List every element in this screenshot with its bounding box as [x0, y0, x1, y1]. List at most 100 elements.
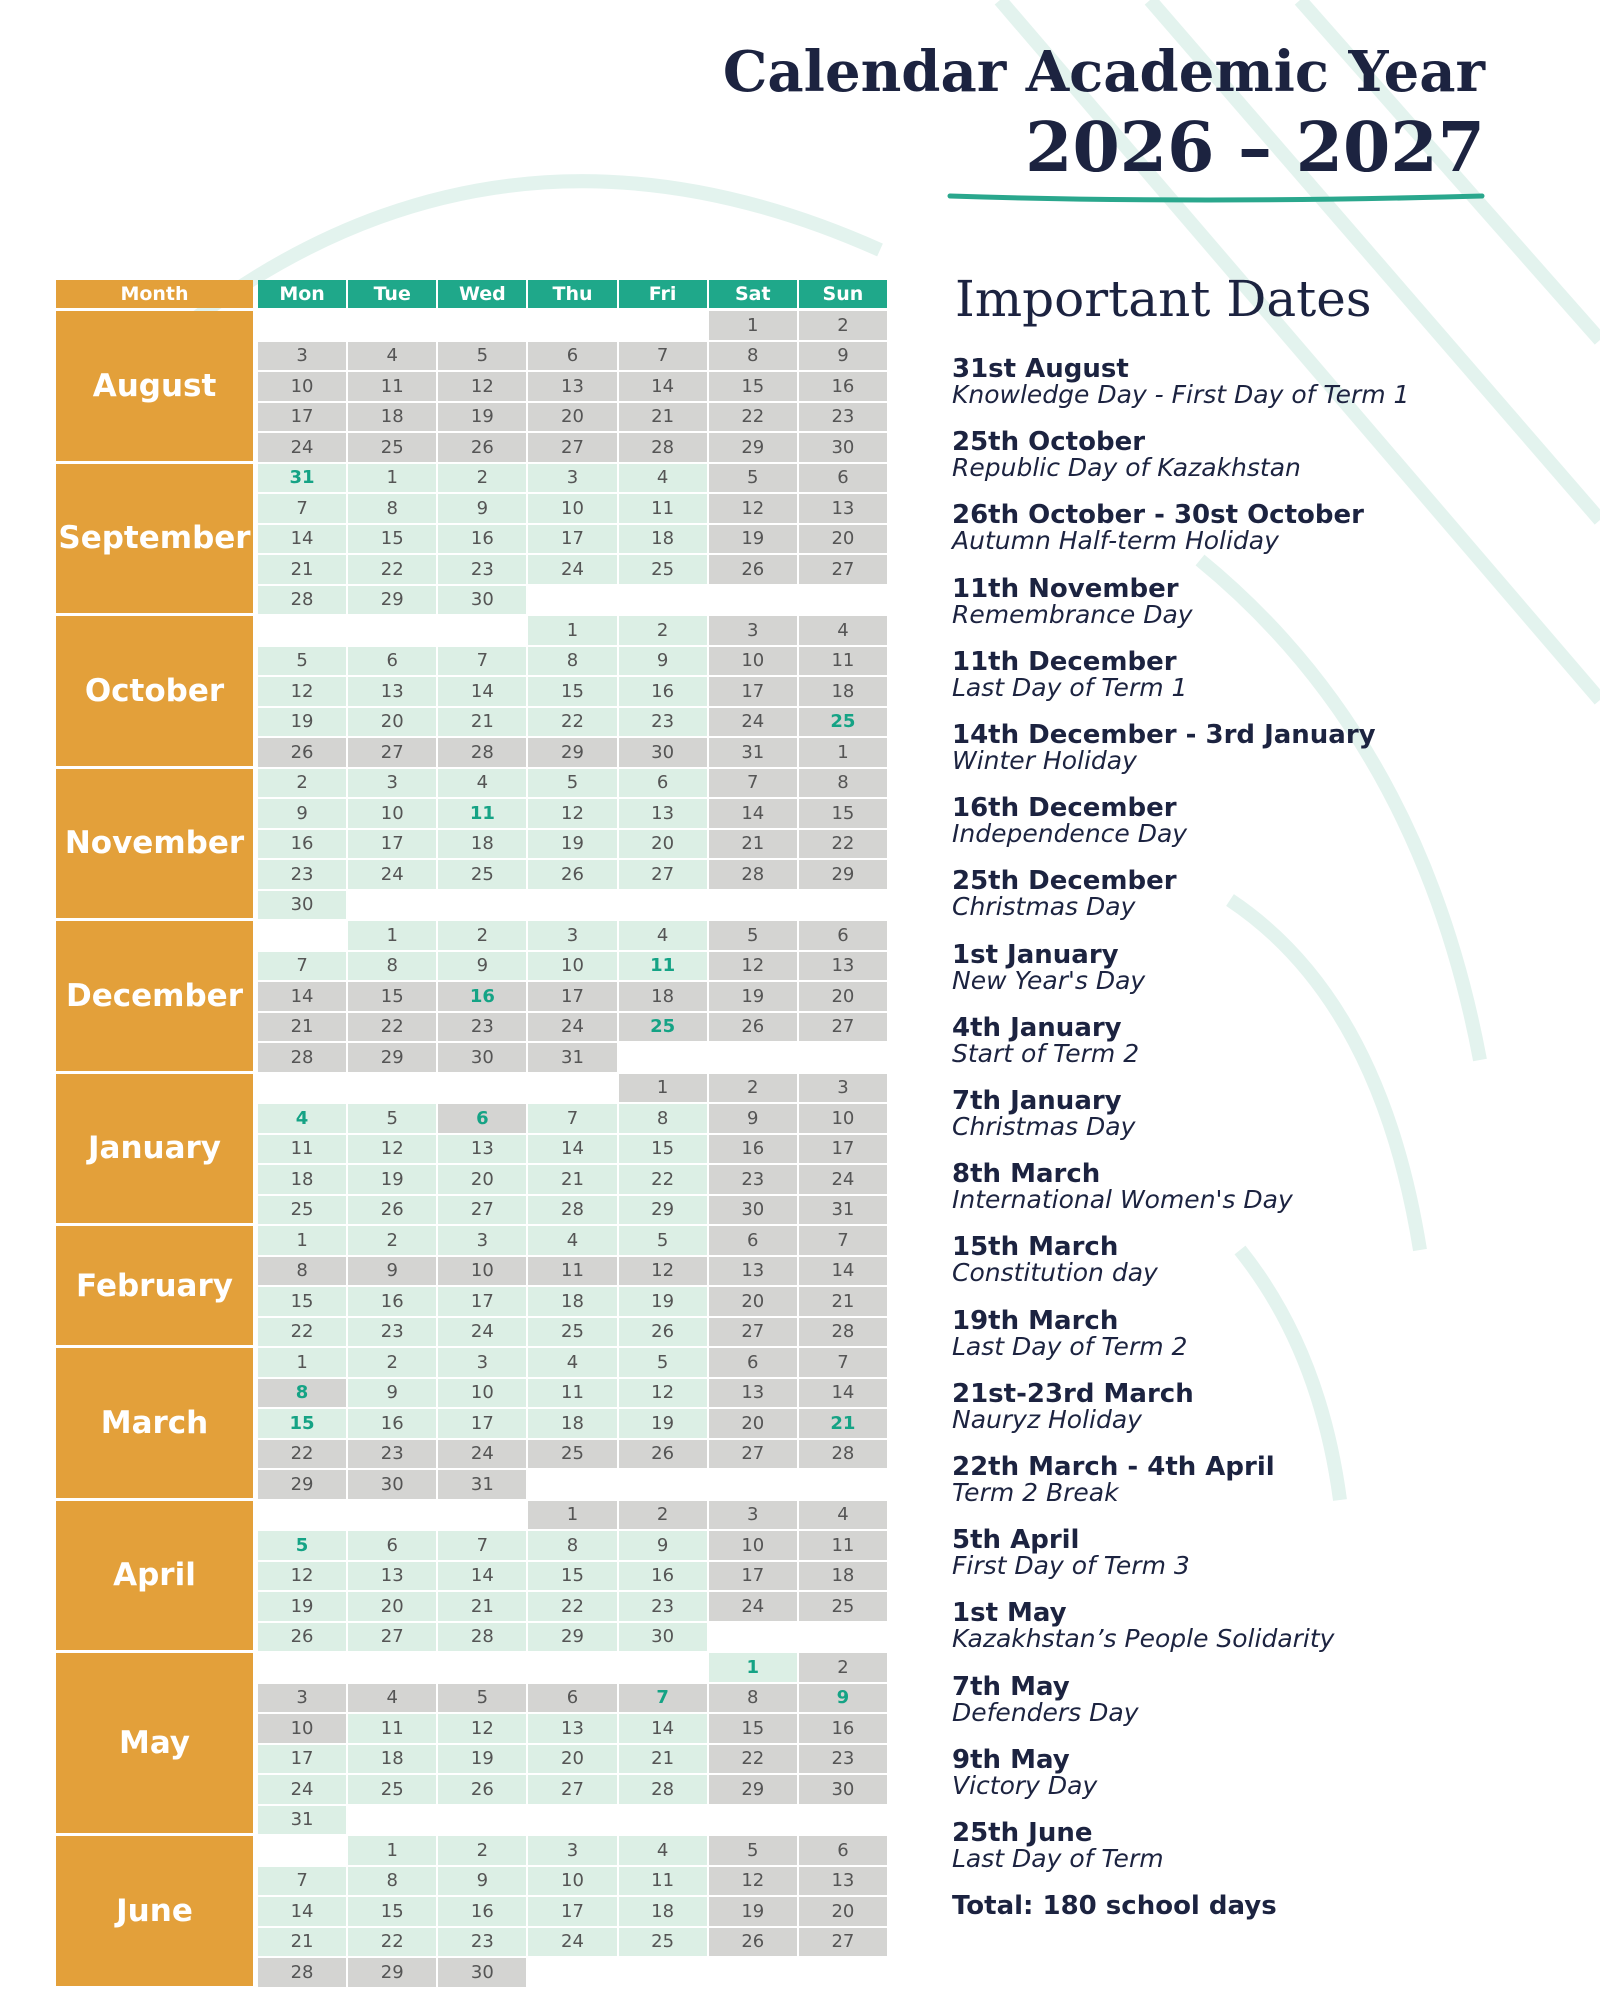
day-cell: 4 — [348, 1683, 437, 1712]
dates-heading: Important Dates — [955, 270, 1372, 328]
day-cell: 22 — [348, 1012, 437, 1041]
day-cell: 25 — [258, 1195, 347, 1224]
day-cell: 5 — [618, 1348, 707, 1377]
day-cell: 2 — [798, 311, 887, 340]
day-cell: 25 — [528, 1317, 617, 1346]
day-cell: 4 — [348, 341, 437, 370]
day-cell: 3 — [798, 1073, 887, 1102]
day-cell: 15 — [258, 1287, 347, 1316]
day-cell: 16 — [618, 1561, 707, 1590]
day-cell: 1 — [798, 738, 887, 767]
day-cell: 6 — [348, 646, 437, 675]
day-cell: 18 — [798, 677, 887, 706]
day-cell: 14 — [528, 1134, 617, 1163]
date: 25th October — [952, 427, 1146, 458]
day-cell: 24 — [258, 433, 347, 462]
day-cell: 9 — [438, 1866, 527, 1895]
day-cell: 10 — [258, 372, 347, 401]
day-cell: 8 — [258, 1256, 347, 1285]
day-cell: 23 — [618, 707, 707, 736]
day-cell: 18 — [348, 1744, 437, 1773]
day-cell: 21 — [438, 707, 527, 736]
description: International Women's Day — [952, 1185, 1293, 1215]
day-cell: 22 — [708, 402, 797, 431]
day-cell: 2 — [258, 768, 347, 797]
day-cell: 24 — [528, 1927, 617, 1956]
day-cell: 20 — [708, 1287, 797, 1316]
day-cell: 27 — [798, 1927, 887, 1956]
description: Start of Term 2 — [952, 1038, 1140, 1068]
day-cell: 11 — [618, 494, 707, 523]
day-cell: 23 — [798, 402, 887, 431]
day-cell: 9 — [618, 1531, 707, 1560]
day-cell: 13 — [348, 677, 437, 706]
day-cell: 30 — [798, 433, 887, 462]
day-cell: 23 — [348, 1439, 437, 1468]
day-cell: 13 — [438, 1134, 527, 1163]
day-cell: 22 — [708, 1744, 797, 1773]
day-cell: 27 — [798, 1012, 887, 1041]
day-cell: 9 — [708, 1104, 797, 1133]
day-cell: 2 — [438, 463, 527, 492]
day-cell: 13 — [708, 1256, 797, 1285]
day-cell: 28 — [258, 1043, 347, 1072]
date-entry: 15th March Constitution day — [952, 1234, 1158, 1286]
day-cell: 26 — [618, 1439, 707, 1468]
day-cell: 26 — [708, 1012, 797, 1041]
day-cell: 4 — [798, 616, 887, 645]
day-cell: 31 — [258, 1805, 347, 1834]
day-cell: 6 — [798, 463, 887, 492]
day-cell: 11 — [798, 1531, 887, 1560]
day-cell: 11 — [798, 646, 887, 675]
day-cell: 6 — [348, 1531, 437, 1560]
day-cell: 6 — [528, 1683, 617, 1712]
day-cell: 18 — [348, 402, 437, 431]
description: Term 2 Break — [952, 1478, 1119, 1507]
description: Defenders Day — [952, 1697, 1139, 1727]
day-cell: 8 — [258, 1378, 347, 1407]
day-cell: 7 — [798, 1348, 887, 1377]
date-entry: 4th January Start of Term 2 — [952, 1015, 1139, 1067]
day-cell: 26 — [348, 1195, 437, 1224]
day-cell: 20 — [798, 524, 887, 553]
day-cell: 31 — [528, 1043, 617, 1072]
description: New Year's Day — [952, 965, 1146, 995]
day-cell: 29 — [348, 1043, 437, 1072]
day-cell: 30 — [618, 1622, 707, 1651]
day-cell: 21 — [258, 1927, 347, 1956]
day-cell: 15 — [528, 1561, 617, 1590]
date-entry: 9th May Victory Day — [952, 1747, 1097, 1799]
day-cell: 21 — [258, 1012, 347, 1041]
day-cell: 4 — [618, 1836, 707, 1865]
description: First Day of Term 3 — [952, 1551, 1190, 1581]
day-cell: 5 — [258, 646, 347, 675]
date-entry: 14th December - 3rd January Winter Holida… — [952, 722, 1376, 774]
day-cell: 30 — [708, 1195, 797, 1224]
day-cell: 7 — [798, 1226, 887, 1255]
day-cell: 17 — [258, 402, 347, 431]
day-cell: 28 — [618, 433, 707, 462]
month-label: January — [56, 1073, 253, 1223]
day-cell: 13 — [798, 1866, 887, 1895]
day-cell: 13 — [708, 1378, 797, 1407]
day-cell: 2 — [438, 1836, 527, 1865]
day-cell: 24 — [798, 1165, 887, 1194]
date-entry: 25th October Republic Day of Kazakhstan — [952, 429, 1301, 481]
date: 11th December — [952, 646, 1177, 677]
day-cell: 9 — [438, 494, 527, 523]
day-cell: 14 — [708, 799, 797, 828]
description: Christmas Day — [952, 892, 1136, 922]
day-cell: 23 — [438, 1927, 527, 1956]
day-cell: 14 — [438, 1561, 527, 1590]
day-cell: 4 — [798, 1500, 887, 1529]
day-cell: 14 — [798, 1378, 887, 1407]
day-cell: 23 — [618, 1592, 707, 1621]
day-cell: 8 — [708, 341, 797, 370]
description: Kazakhstan’s People Solidarity — [952, 1624, 1335, 1654]
day-cell: 25 — [528, 1439, 617, 1468]
day-cell: 24 — [708, 707, 797, 736]
day-cell: 4 — [258, 1104, 347, 1133]
day-cell: 21 — [528, 1165, 617, 1194]
day-cell: 5 — [618, 1226, 707, 1255]
